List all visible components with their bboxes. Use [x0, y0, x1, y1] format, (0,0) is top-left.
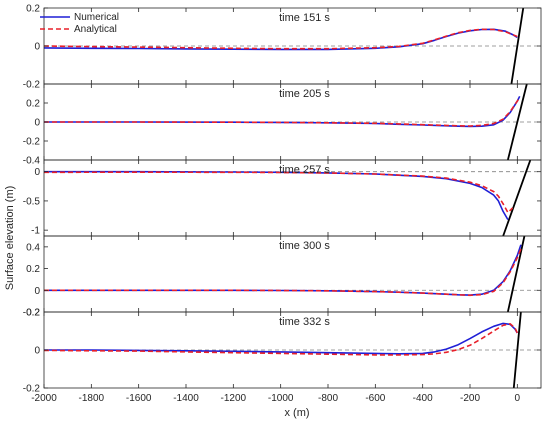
numerical-series-line [44, 95, 521, 128]
x-axis-label: x (m) [284, 407, 309, 419]
y-tick-label: -0.2 [23, 384, 41, 395]
y-tick-label: -0.2 [23, 80, 41, 91]
x-tick-label: -1800 [79, 393, 105, 404]
y-axis-label: Surface elevation (m) [4, 186, 16, 291]
panel-title: time 300 s [279, 240, 330, 252]
panel-title: time 257 s [279, 164, 330, 176]
analytical-series-line [44, 28, 518, 50]
shoreline-line [512, 312, 522, 388]
x-tick-label: -1000 [268, 393, 294, 404]
panel-5: -0.2 0 0.2 time 332 s [23, 308, 542, 395]
x-tick-label: -200 [460, 393, 480, 404]
y-tick-label: 0.2 [26, 308, 40, 319]
y-tick-label: 0.2 [26, 264, 40, 275]
shoreline-line [506, 84, 528, 160]
legend-analytical-label: Analytical [74, 24, 117, 35]
analytical-series-line [44, 171, 514, 214]
y-tick-label: 0.4 [26, 242, 40, 253]
x-axis: -2000 -1800 -1600 -1400 -1200 -1000 -800 -600 -4… [31, 393, 520, 404]
numerical-series-line [44, 322, 518, 355]
analytical-series-line [44, 322, 519, 356]
legend-numerical-label: Numerical [74, 12, 119, 23]
y-tick-label: -1 [31, 226, 40, 237]
x-tick-label: -1400 [173, 393, 199, 404]
shoreline-line [502, 160, 532, 236]
legend: Numerical Analytical [40, 12, 119, 35]
y-tick-label: 0 [34, 118, 40, 129]
y-tick-label: -0.4 [23, 156, 41, 167]
y-tick-label: -0.2 [23, 137, 41, 148]
y-tick-label: 0.2 [26, 4, 40, 15]
analytical-series-line [44, 96, 521, 127]
x-tick-label: -2000 [31, 393, 57, 404]
panel-title: time 205 s [279, 88, 330, 100]
x-tick-label: -800 [318, 393, 338, 404]
x-tick-label: -1600 [126, 393, 152, 404]
y-tick-label: 0 [34, 167, 40, 178]
shoreline-line [510, 8, 525, 84]
panel-2: -0.4 -0.2 0 0.2 time 205 s [23, 83, 542, 167]
y-tick-label: 0.2 [26, 99, 40, 110]
numerical-series-line [44, 244, 522, 296]
panel-4: -0.2 0 0.2 0.4 time 300 s [23, 235, 542, 319]
y-tick-label: 0 [34, 42, 40, 53]
y-tick-label: 0 [34, 286, 40, 297]
x-tick-label: 0 [515, 393, 521, 404]
panel-title: time 332 s [279, 316, 330, 328]
shoreline-line [506, 236, 526, 312]
y-tick-label: -0.5 [23, 196, 41, 207]
y-tick-label: 0 [34, 346, 40, 357]
y-tick-label: -0.2 [23, 308, 41, 319]
x-tick-label: -600 [365, 393, 385, 404]
panels: -0.2 0 0.2 time 151 s -0.4 -0.2 0 0.2 time 205 s… [23, 4, 542, 395]
numerical-series-line [44, 170, 509, 221]
x-tick-label: -400 [413, 393, 433, 404]
x-tick-label: -1200 [221, 393, 247, 404]
analytical-series-line [44, 248, 522, 297]
panel-3: -1 -0.5 0 time 257 s [23, 159, 542, 237]
panel-title: time 151 s [279, 12, 330, 24]
